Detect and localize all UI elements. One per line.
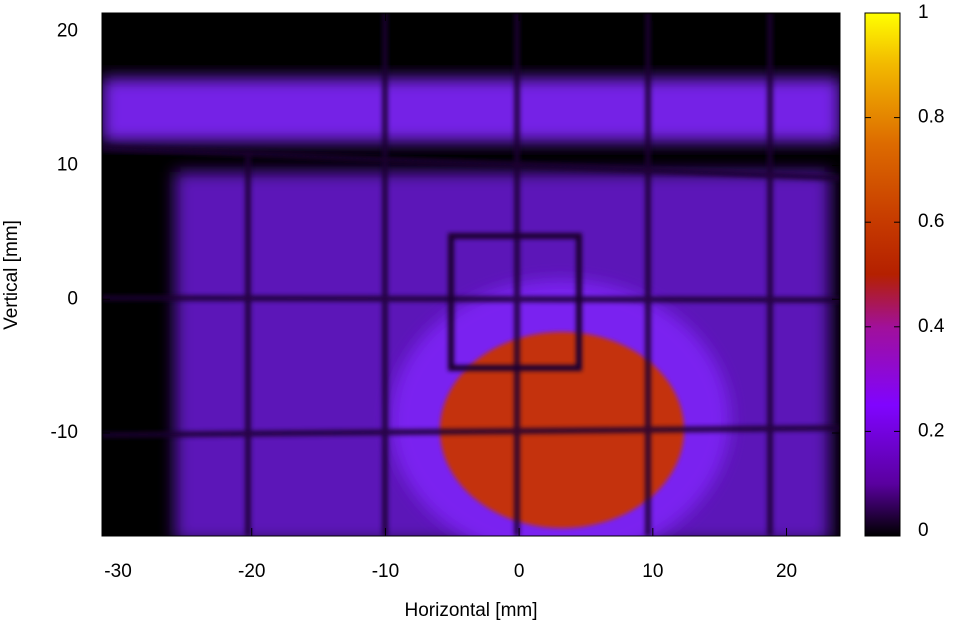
y-tick-label: -10 [51, 422, 78, 443]
x-tick-label: -10 [372, 561, 399, 582]
x-axis-label: Horizontal [mm] [404, 600, 537, 621]
colorbar-tick-label: 0.6 [918, 211, 944, 232]
colorbar-tick-label: 0 [918, 520, 929, 541]
y-tick-label: 20 [57, 21, 78, 42]
x-tick-label: 10 [642, 561, 663, 582]
colorbar [864, 12, 901, 537]
colorbar-tick-label: 0.8 [918, 107, 944, 128]
x-tick-label: 0 [514, 561, 525, 582]
colorbar-tick-label: 1 [918, 2, 929, 23]
plot-frame [101, 12, 841, 537]
heatmap-image [102, 13, 840, 536]
x-tick-label: -20 [238, 561, 265, 582]
colorbar-tick-label: 0.4 [918, 316, 945, 337]
x-tick-label: 20 [776, 561, 797, 582]
x-tick-label: -30 [104, 561, 131, 582]
y-tick-label: 0 [67, 288, 78, 309]
y-tick-label: 10 [57, 155, 78, 176]
colorbar-tick-label: 0.2 [918, 420, 944, 441]
y-axis-label: Vertical [mm] [1, 220, 22, 330]
